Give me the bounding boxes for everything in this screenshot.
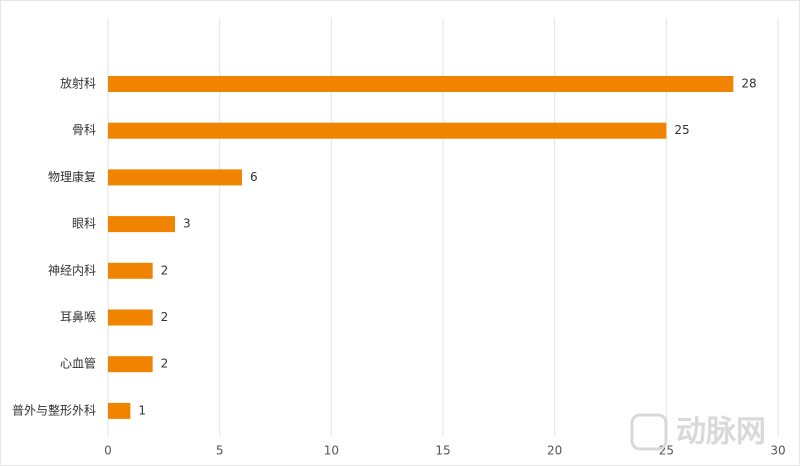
y-tick-label: 放射科 [60,76,96,91]
bar [108,122,667,139]
x-tick-label: 30 [770,444,785,458]
y-tick-label: 耳鼻喉 [60,309,96,324]
data-label: 28 [741,77,756,91]
x-tick-label: 0 [104,444,112,458]
data-label: 6 [250,170,258,184]
y-tick-label: 眼科 [72,217,96,231]
y-tick-label: 骨科 [72,123,96,137]
watermark-logo [630,413,668,451]
bar [108,309,153,326]
bar [108,169,242,186]
watermark-text: 动脉网 [676,415,766,450]
x-tick-label: 20 [547,444,562,458]
bar [108,76,734,92]
watermark: 动脉网 [630,413,766,451]
y-tick-label: 物理康复 [48,169,96,184]
data-label: 1 [138,403,146,417]
bar [108,262,153,279]
data-label: 25 [674,123,689,137]
y-tick-label: 普外与整形外科 [12,402,96,417]
bar [108,356,153,373]
y-tick-label: 神经内科 [48,263,96,277]
data-label: 2 [161,357,169,371]
data-label: 2 [161,263,169,277]
y-tick-label: 心血管 [60,356,96,371]
bar [108,402,131,419]
x-tick-label: 5 [216,444,224,458]
x-tick-label: 10 [324,444,339,458]
bar [108,216,175,233]
data-label: 3 [183,217,191,231]
x-tick-label: 15 [435,444,450,458]
data-label: 2 [161,310,169,324]
